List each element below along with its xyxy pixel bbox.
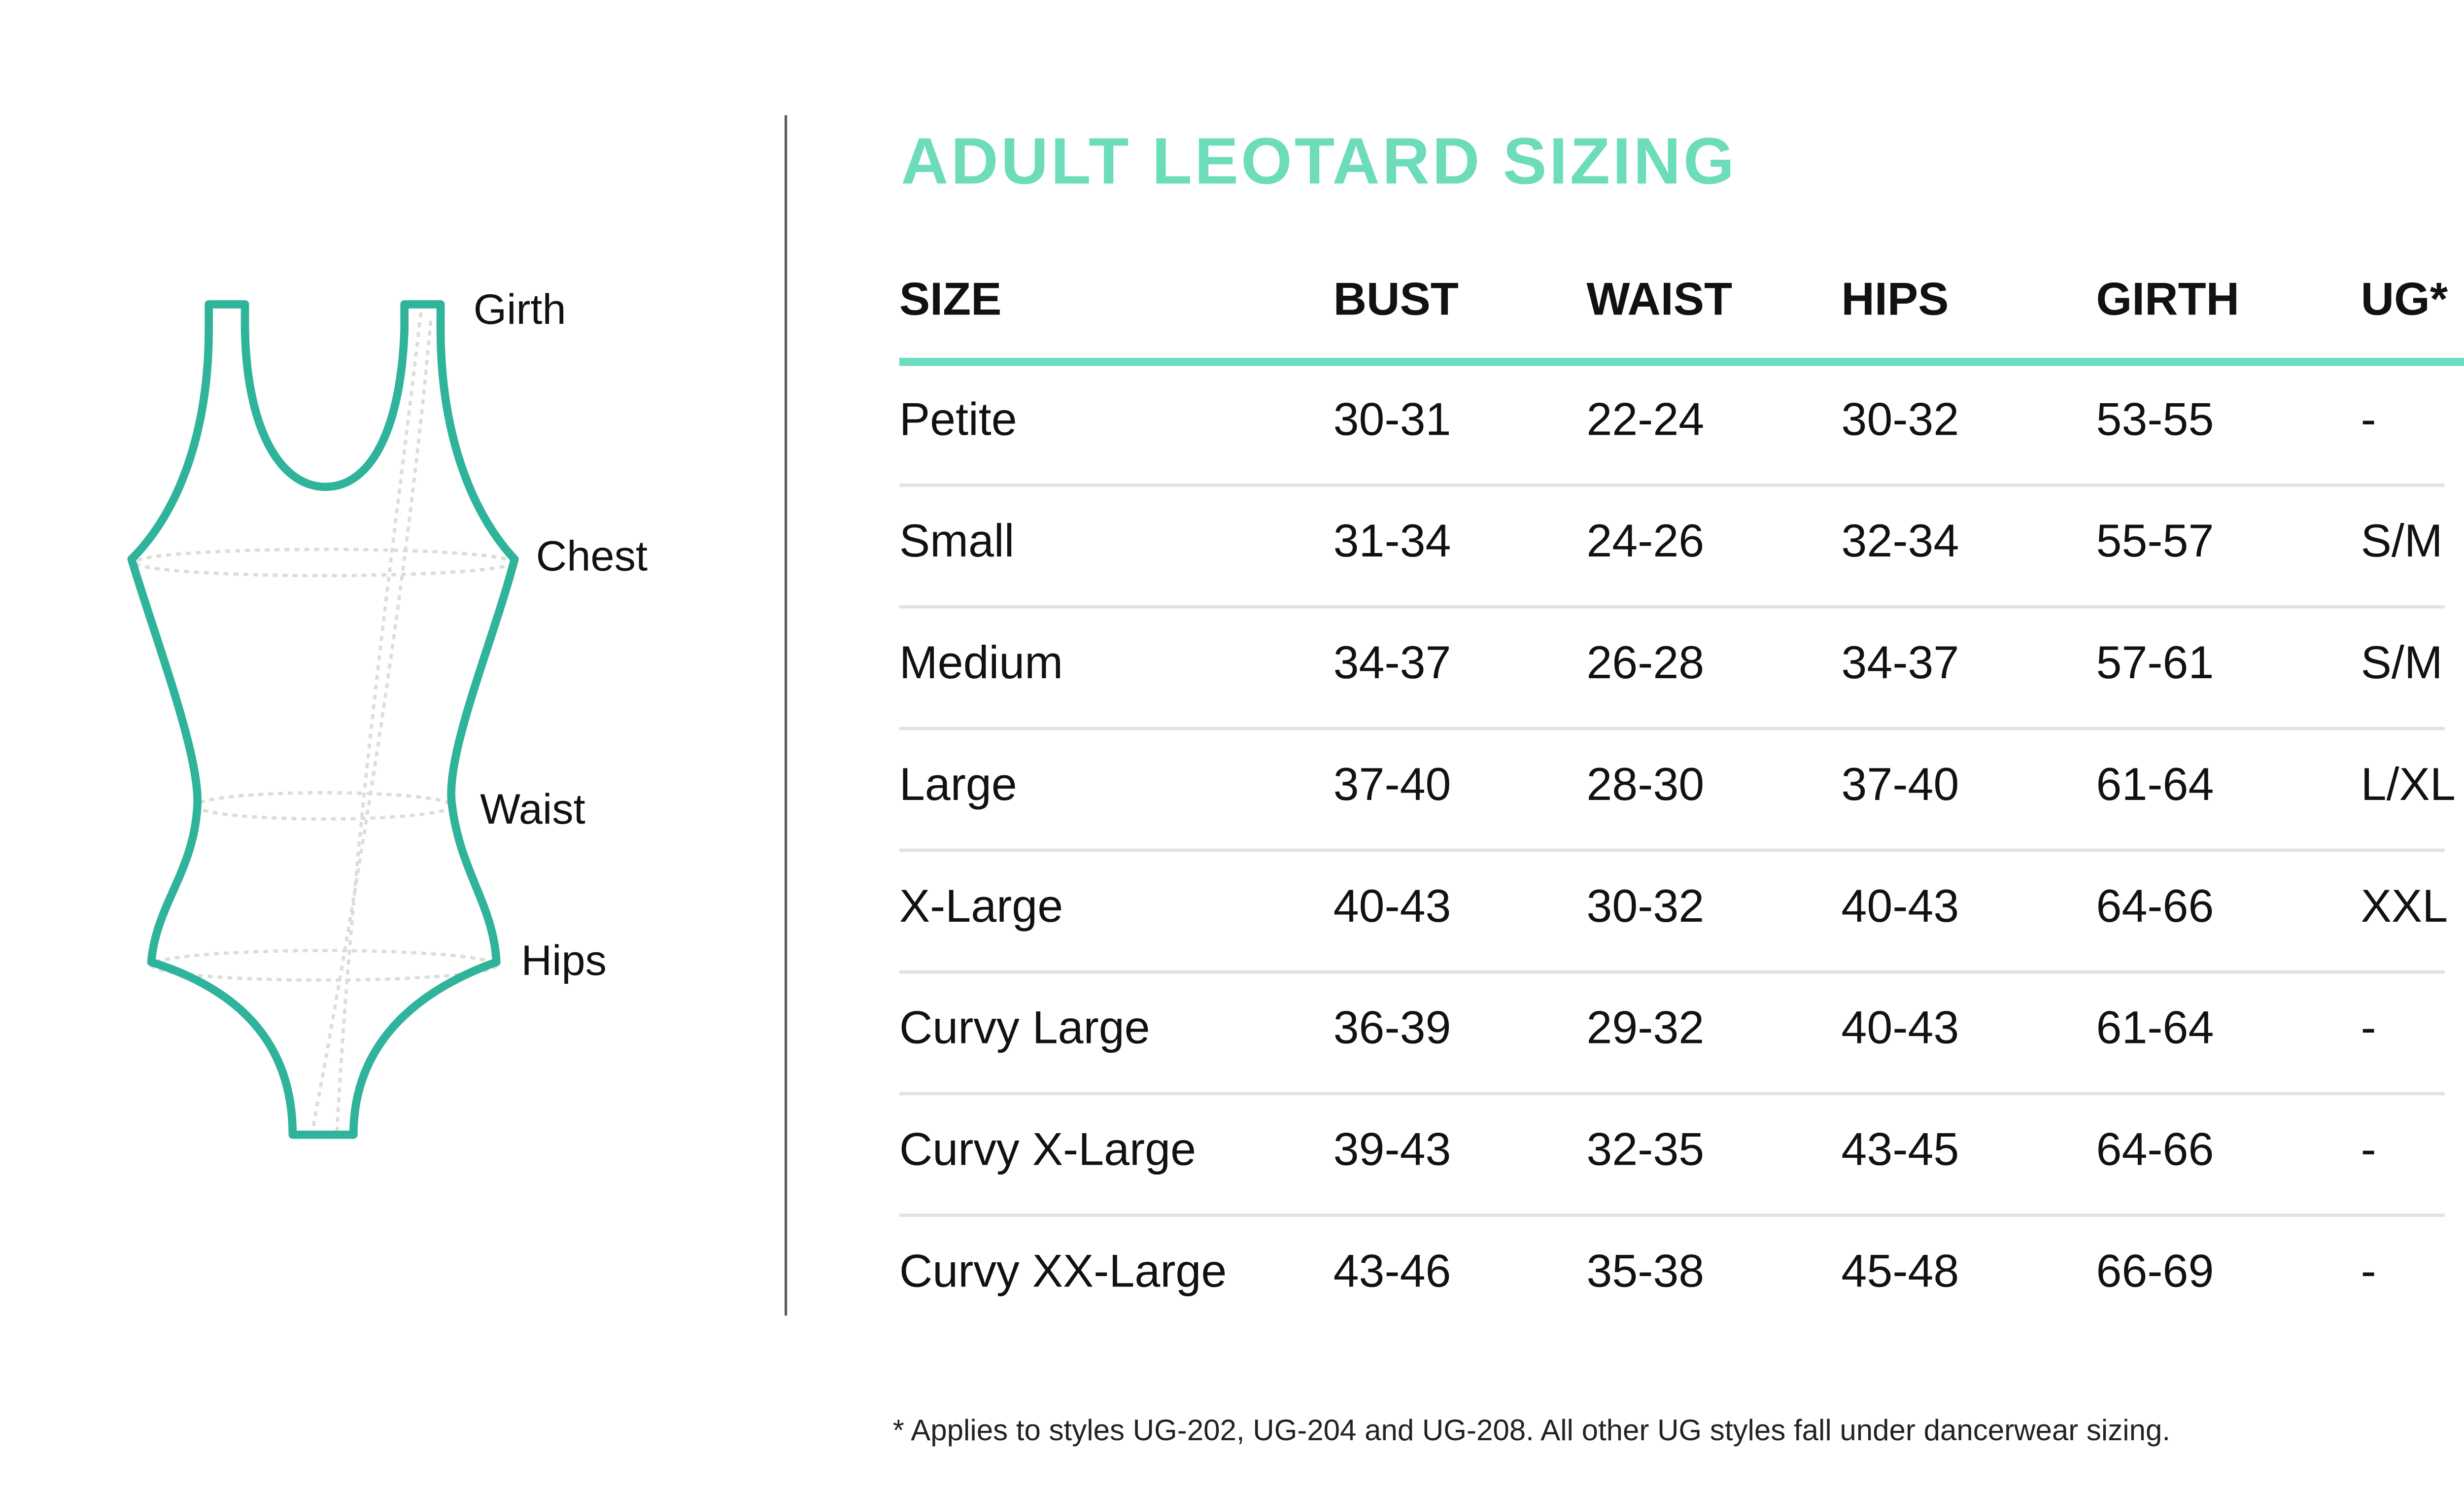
footnote: * Applies to styles UG-202, UG-204 and U…	[893, 1414, 2171, 1447]
table-cell: 43-46	[1334, 1245, 1451, 1296]
table-cell: -	[2361, 1123, 2376, 1175]
table-cell: Medium	[899, 636, 1063, 688]
table-cell: 64-66	[2096, 880, 2214, 932]
table-cell: Small	[899, 515, 1015, 566]
table-cell: 40-43	[1841, 1002, 1959, 1053]
table-cell: 40-43	[1841, 880, 1959, 932]
table-cell: 32-34	[1841, 515, 1959, 566]
table-cell: S/M	[2361, 636, 2443, 688]
title: ADULT LEOTARD SIZING	[901, 124, 1737, 198]
table-cell: 32-35	[1586, 1123, 1704, 1175]
table-cell: 53-55	[2096, 393, 2214, 445]
header-cell: UG*	[2361, 273, 2448, 325]
table-cell: 64-66	[2096, 1123, 2214, 1175]
measure-label: Chest	[536, 532, 648, 580]
table-cell: 28-30	[1586, 758, 1704, 810]
girth-guide	[310, 320, 433, 1132]
table-cell: Curvy X-Large	[899, 1123, 1196, 1175]
table-cell: Large	[899, 758, 1017, 810]
header-cell: GIRTH	[2096, 273, 2240, 325]
table-cell: -	[2361, 1002, 2376, 1053]
measure-label: Hips	[521, 936, 607, 984]
table-cell: 37-40	[1841, 758, 1959, 810]
table-cell: 43-45	[1841, 1123, 1959, 1175]
table-cell: 34-37	[1334, 636, 1451, 688]
table-cell: 55-57	[2096, 515, 2214, 566]
header-cell: BUST	[1334, 273, 1459, 325]
table-cell: 39-43	[1334, 1123, 1451, 1175]
table-cell: 61-64	[2096, 758, 2214, 810]
table-cell: 31-34	[1334, 515, 1451, 566]
table-cell: -	[2361, 1245, 2376, 1296]
table-cell: 29-32	[1586, 1002, 1704, 1053]
table-cell: S/M	[2361, 515, 2443, 566]
table-cell: 22-24	[1586, 393, 1704, 445]
table-cell: Curvy XX-Large	[899, 1245, 1227, 1296]
header-cell: HIPS	[1841, 273, 1949, 325]
leotard-diagram: Girth Chest Waist Hips	[127, 285, 648, 1139]
table-cell: 40-43	[1334, 880, 1451, 932]
table-cell: 37-40	[1334, 758, 1451, 810]
table-cell: 30-32	[1586, 880, 1704, 932]
measure-label: Waist	[480, 785, 585, 833]
header-cell: WAIST	[1586, 273, 1732, 325]
table-cell: 36-39	[1334, 1002, 1451, 1053]
table-cell: -	[2361, 393, 2376, 445]
table-cell: 66-69	[2096, 1245, 2214, 1296]
table-cell: L/XL	[2361, 758, 2456, 810]
table-cell: Petite	[899, 393, 1017, 445]
header-cell: SIZE	[899, 273, 1002, 325]
leotard-outline	[127, 300, 519, 1139]
table-cell: X-Large	[899, 880, 1063, 932]
table-cell: 57-61	[2096, 636, 2214, 688]
size-table: SIZE BUST WAIST HIPS GIRTH UG* Petite 30-31 22-2…	[899, 273, 2456, 1296]
table-cell: Curvy Large	[899, 1002, 1150, 1053]
table-cell: 35-38	[1586, 1245, 1704, 1296]
table-cell: 61-64	[2096, 1002, 2214, 1053]
table-cell: 26-28	[1586, 636, 1704, 688]
table-cell: 34-37	[1841, 636, 1959, 688]
table-cell: 45-48	[1841, 1245, 1959, 1296]
table-cell: XXL	[2361, 880, 2448, 932]
table-cell: 30-32	[1841, 393, 1959, 445]
table-cell: 30-31	[1334, 393, 1451, 445]
table-cell: 24-26	[1586, 515, 1704, 566]
measure-label: Girth	[474, 285, 566, 333]
